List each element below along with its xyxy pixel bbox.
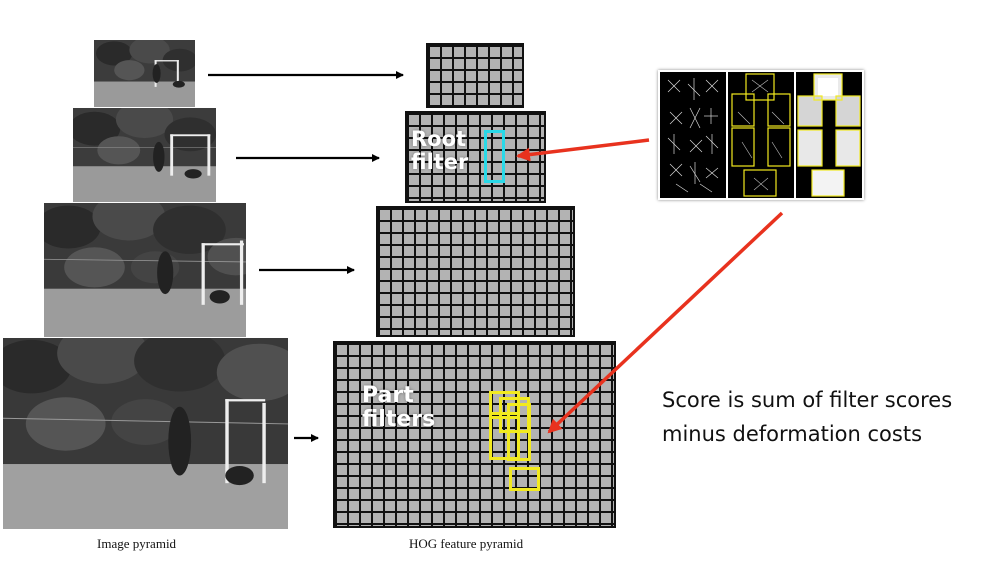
part-label-line2: filters [362, 407, 436, 433]
pyramid-image-level-4 [3, 338, 288, 529]
model-visualization-panel [658, 70, 864, 200]
root-label-line2: filter [411, 150, 469, 175]
pyramid-image-level-2 [73, 108, 216, 202]
score-line1: Score is sum of filter scores [662, 388, 953, 412]
root-filter-box [484, 130, 505, 183]
root-label-line1: Root [411, 127, 467, 151]
hog-grid-level-4 [333, 341, 616, 528]
root-filter-visualization [660, 72, 726, 198]
part-filter-box [509, 467, 540, 491]
deformation-costs-visualization [796, 72, 862, 198]
pyramid-image-level-3 [44, 203, 246, 337]
part-label-line1: Part [362, 383, 414, 408]
score-line2: minus deformation costs [662, 422, 923, 446]
image-pyramid-caption: Image pyramid [97, 536, 177, 551]
pyramid-image-level-1 [94, 40, 195, 107]
part-filters-visualization [728, 72, 794, 198]
part-filter-box [489, 412, 520, 460]
part-filter-box [507, 403, 531, 461]
hog-grid-level-1 [426, 43, 524, 108]
hog-grid-level-3 [376, 206, 575, 337]
part-filters-label: Part filters [362, 383, 436, 433]
root-filter-label: Root filter [411, 127, 469, 175]
score-description: Score is sum of filter scores minus defo… [662, 383, 952, 451]
hog-pyramid-caption: HOG feature pyramid [409, 536, 524, 551]
